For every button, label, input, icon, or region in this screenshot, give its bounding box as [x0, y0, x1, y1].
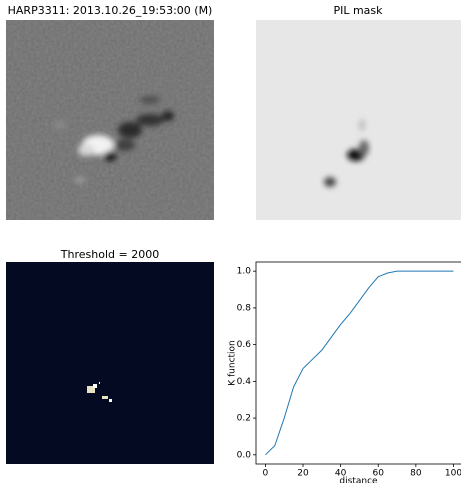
x-tick-label: 0 [263, 469, 269, 479]
y-tick-label: 0.4 [237, 377, 252, 387]
plot-frame [256, 262, 461, 464]
x-tick-label: 80 [410, 469, 422, 479]
panel-title: HARP3311: 2013.10.26_19:53:00 (M) [8, 4, 213, 17]
x-axis-label: distance [339, 477, 378, 483]
x-tick-label: 100 [445, 469, 461, 479]
y-tick-label: 0.0 [237, 450, 252, 460]
y-tick-label: 0.2 [237, 414, 251, 424]
y-tick-label: 1.0 [237, 267, 252, 277]
x-tick-label: 20 [297, 469, 309, 479]
magnetogram-image [6, 20, 214, 220]
panel-title: PIL mask [333, 4, 383, 17]
line [265, 271, 453, 455]
panel-title: Threshold = 2000 [60, 248, 159, 261]
threshold-image [6, 262, 214, 464]
y-axis-label: K function [228, 340, 238, 386]
y-tick-label: 0.6 [237, 340, 252, 350]
pil-mask-image [256, 20, 461, 220]
y-tick-label: 0.8 [237, 303, 252, 313]
figure: HARP3311: 2013.10.26_19:53:00 (M) PIL ma… [0, 0, 461, 483]
